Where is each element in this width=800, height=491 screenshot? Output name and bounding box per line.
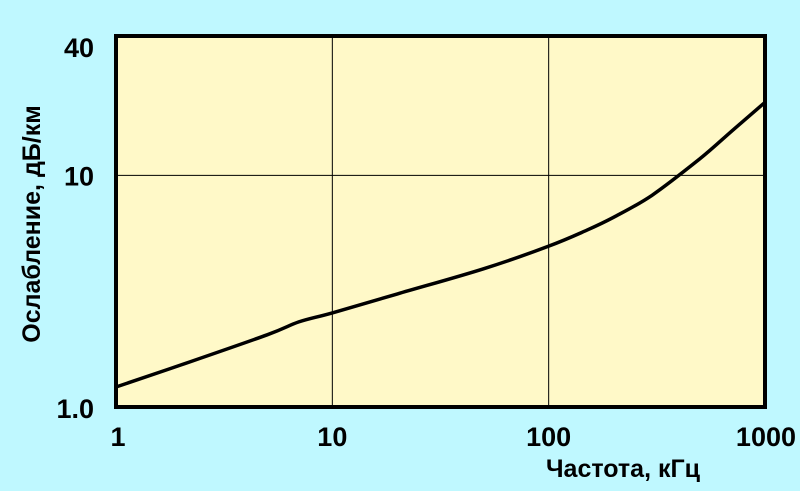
plot-area (116, 36, 765, 407)
x-tick-label: 100 (526, 422, 571, 452)
grid (116, 36, 765, 407)
y-tick-label: 40 (64, 33, 94, 63)
y-axis-label: Ослабление, дБ/км (18, 105, 46, 342)
attenuation-curve (114, 100, 767, 389)
x-tick-labels: 1 10 100 1000 (110, 422, 796, 452)
x-tick-label: 10 (317, 422, 347, 452)
x-tick-label: 1000 (736, 422, 796, 452)
y-tick-label: 10 (64, 161, 94, 191)
plot-frame (114, 34, 767, 409)
x-axis-label: Частота, кГц (546, 455, 701, 483)
x-tick-label: 1 (110, 422, 125, 452)
y-tick-labels: 1.0 10 40 (56, 33, 94, 424)
y-tick-label: 1.0 (56, 394, 94, 424)
